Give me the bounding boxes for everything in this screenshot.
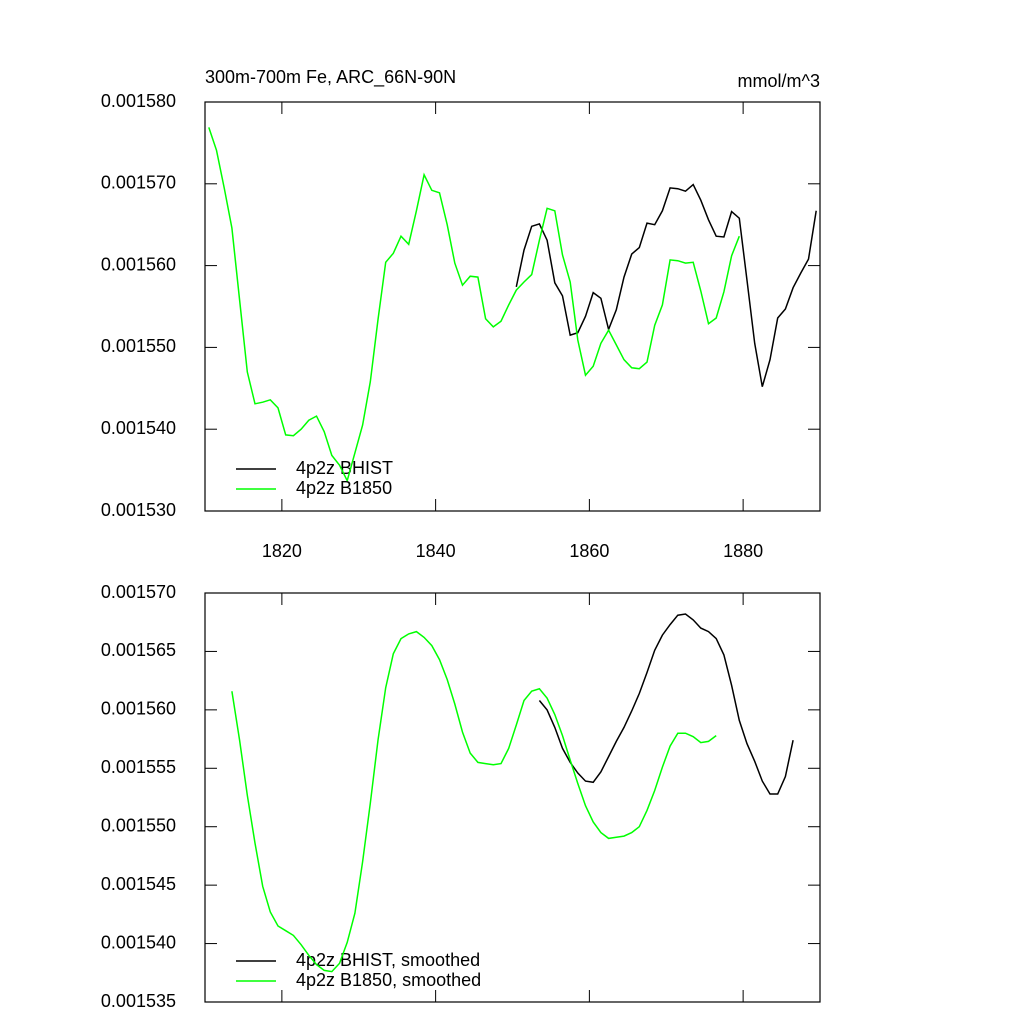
units-label: mmol/m^3	[738, 71, 820, 91]
y-tick-label: 0.001555	[101, 757, 176, 777]
y-tick-label: 0.001560	[101, 254, 176, 274]
legend-label: 4p2z BHIST	[296, 458, 393, 478]
plot-frame	[204, 592, 821, 1003]
y-tick-label: 0.001550	[101, 336, 176, 356]
y-tick-label: 0.001550	[101, 815, 176, 835]
plot-frame	[204, 101, 821, 512]
x-tick-label: 1820	[262, 541, 302, 561]
series-line	[515, 183, 817, 387]
series-line	[538, 613, 794, 795]
y-tick-label: 0.001570	[101, 173, 176, 193]
legend-label: 4p2z BHIST, smoothed	[296, 950, 480, 970]
x-tick-label: 1880	[723, 541, 763, 561]
y-tick-label: 0.001530	[101, 500, 176, 520]
x-tick-label: 1840	[416, 541, 456, 561]
y-tick-label: 0.001580	[101, 91, 176, 111]
y-tick-label: 0.001535	[101, 991, 176, 1011]
y-tick-label: 0.001540	[101, 932, 176, 952]
legend-label: 4p2z B1850	[296, 478, 392, 498]
y-tick-label: 0.001560	[101, 699, 176, 719]
x-tick-label: 1860	[569, 541, 609, 561]
chart-title: 300m-700m Fe, ARC_66N-90N	[205, 67, 456, 88]
series-line	[208, 127, 740, 483]
y-tick-label: 0.001570	[101, 582, 176, 602]
y-tick-label: 0.001545	[101, 874, 176, 894]
legend-label: 4p2z B1850, smoothed	[296, 970, 481, 990]
y-tick-label: 0.001540	[101, 418, 176, 438]
series-line	[231, 630, 717, 973]
y-tick-label: 0.001565	[101, 640, 176, 660]
